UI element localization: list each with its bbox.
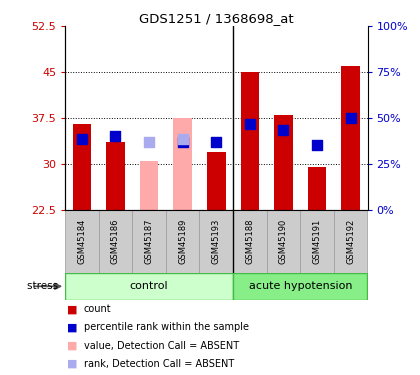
Title: GDS1251 / 1368698_at: GDS1251 / 1368698_at bbox=[139, 12, 294, 25]
Bar bbox=[334, 210, 368, 273]
Bar bbox=[65, 273, 233, 300]
Text: GSM45187: GSM45187 bbox=[144, 218, 154, 264]
Bar bbox=[73, 124, 91, 210]
Bar bbox=[173, 118, 192, 210]
Text: count: count bbox=[84, 304, 112, 314]
Bar bbox=[300, 210, 334, 273]
Text: control: control bbox=[130, 281, 168, 291]
Point bbox=[213, 140, 220, 146]
Text: ■: ■ bbox=[67, 322, 78, 332]
Bar bbox=[207, 152, 226, 210]
Bar bbox=[267, 210, 300, 273]
Bar bbox=[132, 210, 166, 273]
Text: GSM45188: GSM45188 bbox=[245, 218, 255, 264]
Point bbox=[146, 140, 152, 146]
Text: percentile rank within the sample: percentile rank within the sample bbox=[84, 322, 249, 332]
Point bbox=[112, 133, 119, 139]
Bar bbox=[308, 167, 326, 210]
Text: GSM45186: GSM45186 bbox=[111, 218, 120, 264]
Bar bbox=[65, 210, 99, 273]
Text: GSM45193: GSM45193 bbox=[212, 218, 221, 264]
Text: stress: stress bbox=[26, 281, 61, 291]
Bar bbox=[233, 273, 368, 300]
Text: GSM45184: GSM45184 bbox=[77, 218, 87, 264]
Text: GSM45190: GSM45190 bbox=[279, 219, 288, 264]
Point bbox=[179, 136, 186, 142]
Text: ■: ■ bbox=[67, 359, 78, 369]
Text: GSM45189: GSM45189 bbox=[178, 218, 187, 264]
Point bbox=[347, 115, 354, 121]
Point bbox=[247, 121, 253, 127]
Text: rank, Detection Call = ABSENT: rank, Detection Call = ABSENT bbox=[84, 359, 234, 369]
Bar bbox=[200, 210, 233, 273]
Text: acute hypotension: acute hypotension bbox=[249, 281, 352, 291]
Text: GSM45191: GSM45191 bbox=[312, 219, 322, 264]
Text: value, Detection Call = ABSENT: value, Detection Call = ABSENT bbox=[84, 341, 239, 351]
Bar bbox=[106, 142, 125, 210]
Point bbox=[314, 142, 320, 148]
Bar bbox=[241, 72, 259, 210]
Point bbox=[79, 136, 85, 142]
Bar bbox=[99, 210, 132, 273]
Bar bbox=[341, 66, 360, 210]
Bar bbox=[140, 161, 158, 210]
Bar bbox=[233, 210, 267, 273]
Point bbox=[179, 140, 186, 146]
Bar bbox=[274, 115, 293, 210]
Bar bbox=[166, 210, 200, 273]
Point bbox=[280, 127, 287, 133]
Text: ■: ■ bbox=[67, 304, 78, 314]
Text: GSM45192: GSM45192 bbox=[346, 219, 355, 264]
Text: ■: ■ bbox=[67, 341, 78, 351]
